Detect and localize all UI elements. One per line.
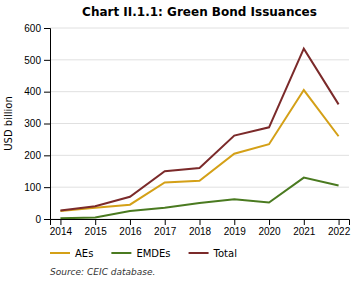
grid-line	[50, 155, 349, 156]
x-tick-label: 2020	[258, 226, 281, 237]
x-tick-mark	[234, 219, 235, 225]
series-line	[60, 90, 338, 211]
y-tick-mark	[44, 124, 50, 125]
legend-item: EMDEs	[111, 248, 170, 259]
x-tick: 2015	[85, 219, 108, 237]
series-line	[60, 178, 338, 219]
y-tick: 100	[24, 182, 50, 193]
legend-swatch	[50, 252, 70, 254]
y-axis-title: USD billion	[3, 96, 14, 150]
plot: 0100200300400500600201420152016201720182…	[24, 23, 350, 237]
y-tick: 200	[24, 150, 50, 161]
x-tick-label: 2019	[224, 226, 247, 237]
x-tick-label: 2022	[328, 226, 351, 237]
x-tick: 2020	[258, 219, 281, 237]
title: Chart II.1.1: Green Bond Issuances	[82, 5, 317, 19]
y-tick: 500	[24, 55, 50, 66]
y-tick-mark	[44, 155, 50, 156]
x-tick-label: 2021	[293, 226, 316, 237]
grid	[50, 28, 349, 219]
y-tick: 400	[24, 86, 50, 97]
x-tick-mark	[339, 219, 340, 225]
x-tick: 2014	[50, 219, 73, 237]
y-axis: 0 100 200 300 400 500 600	[24, 23, 50, 225]
legend-label: Total	[213, 248, 237, 259]
x-tick: 2016	[119, 219, 142, 237]
y-tick-label: 0	[35, 214, 41, 225]
y-tick-label: 200	[24, 150, 41, 161]
x-tick-label: 2018	[189, 226, 212, 237]
y-tick-mark	[44, 219, 50, 220]
x-tick: 2021	[293, 219, 316, 237]
x-tick-label: 2014	[50, 226, 73, 237]
legend-item: Total	[189, 248, 237, 259]
x-tick: 2022	[328, 219, 351, 237]
lines	[60, 49, 338, 219]
x-tick-mark	[200, 219, 201, 225]
y-axis-line	[44, 29, 51, 220]
grid-line	[50, 59, 349, 60]
y-tick: 0	[35, 214, 50, 225]
grid-line	[50, 28, 349, 29]
y-tick-mark	[44, 92, 50, 93]
y-tick-label: 500	[24, 55, 41, 66]
x-axis-line	[51, 220, 350, 226]
x-axis: 2014 2015 2016 2017 2018 2019 2020 2021 2022	[50, 219, 351, 237]
y-tick-mark	[44, 187, 50, 188]
legend-swatch	[189, 252, 209, 254]
annotation: Source: CEIC database.	[50, 267, 155, 277]
y-tick-label: 100	[24, 182, 41, 193]
legend-label: EMDEs	[136, 248, 170, 259]
legend-label: AEs	[75, 248, 93, 259]
x-tick-mark	[304, 219, 305, 225]
legend: AEs EMDEs Total	[50, 248, 237, 259]
chart: Chart II.1.1: Green Bond Issuances 0 100 20…	[0, 0, 363, 283]
y-tick: 300	[24, 118, 50, 129]
x-tick-label: 2016	[119, 226, 142, 237]
x-tick: 2017	[154, 219, 177, 237]
x-tick-mark	[130, 219, 131, 225]
y-tick-mark	[44, 28, 50, 29]
x-tick-label: 2017	[154, 226, 177, 237]
x-tick: 2019	[224, 219, 247, 237]
x-tick: 2018	[189, 219, 212, 237]
y-tick-label: 400	[24, 86, 41, 97]
legend-item: AEs	[50, 248, 93, 259]
y-tick-label: 600	[24, 23, 41, 34]
x-tick-mark	[165, 219, 166, 225]
y-tick-mark	[44, 60, 50, 61]
grid-line	[50, 187, 349, 188]
grid-line	[50, 123, 349, 124]
x-tick-mark	[60, 219, 61, 225]
legend-swatch	[111, 252, 131, 254]
y-tick-label: 300	[24, 118, 41, 129]
x-tick-mark	[95, 219, 96, 225]
x-tick-label: 2015	[85, 226, 108, 237]
x-tick-mark	[269, 219, 270, 225]
y-tick: 600	[24, 23, 50, 34]
series-line	[60, 49, 338, 211]
